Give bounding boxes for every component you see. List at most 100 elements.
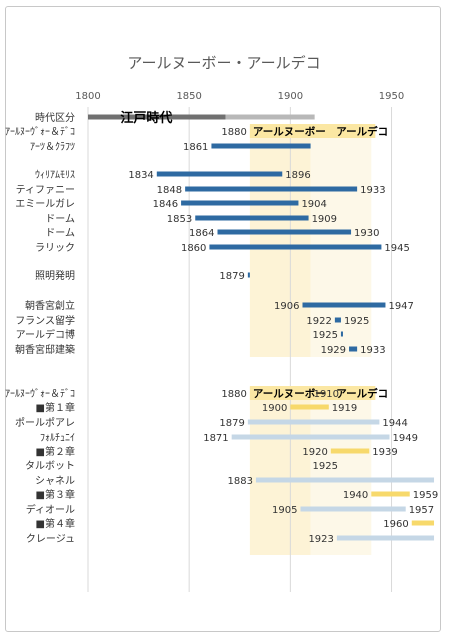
start-label-7: 1864 (189, 228, 214, 239)
start-label-18: 1920 (302, 447, 327, 458)
bar-11-0 (334, 317, 341, 323)
tick-label-1850: 1850 (176, 91, 201, 102)
start-label-20: 1883 (227, 476, 252, 487)
tick-label-1900: 1900 (278, 91, 303, 102)
start-label-3: 1834 (128, 170, 153, 181)
row-label-3: ｳｨﾘｱﾑﾓﾘｽ (35, 169, 75, 181)
bar-5-0 (181, 200, 299, 206)
era-band-2 (249, 387, 311, 555)
start-label-2: 1861 (183, 142, 208, 153)
bar-24-0 (336, 535, 435, 541)
start-label-19: 1925 (312, 461, 337, 472)
row-label-17: ﾌｫﾙﾁｭﾆｲ (40, 433, 75, 444)
era-band-3 (310, 387, 372, 555)
bar-9-0 (247, 272, 250, 278)
bar-13-0 (349, 346, 358, 352)
start-label-12: 1925 (312, 330, 337, 341)
bar-0-0 (88, 114, 226, 120)
row-label-6: ドーム (45, 213, 75, 225)
bar-17-0 (231, 434, 390, 440)
end-label-11: 1925 (344, 316, 369, 327)
row-label-18: ■第２章 (36, 445, 75, 458)
row-label-11: フランス留学 (15, 314, 75, 327)
bar-18-0 (330, 448, 370, 454)
bar-12-0 (340, 331, 343, 337)
end-label-22: 1957 (409, 505, 434, 516)
start-label-10: 1906 (274, 301, 299, 312)
end-label-14: 1910 (314, 389, 339, 400)
era-band-0 (249, 126, 311, 357)
row-label-4: ティファニー (16, 185, 75, 196)
end-label-5: 1904 (301, 199, 326, 210)
start-label-21: 1940 (343, 490, 368, 501)
bar-3-0 (156, 171, 283, 177)
start-label-16: 1879 (219, 418, 244, 429)
bar-16-0 (247, 419, 380, 425)
end-label-4: 1933 (360, 185, 385, 196)
start-label-9: 1879 (219, 271, 244, 282)
bar-inner-label-0: 江戸時代 (120, 110, 172, 126)
row-label-15: ■第１章 (36, 401, 75, 414)
row-label-9: 照明発明 (35, 269, 75, 282)
start-label-1: 1880 (221, 127, 246, 138)
era-banner-bg-1 (249, 124, 376, 138)
tick-label-1950: 1950 (379, 91, 404, 102)
start-label-15: 1900 (262, 403, 287, 414)
end-label-8: 1945 (384, 243, 409, 254)
row-label-1: ｱｰﾙﾇｰｳﾞｫｰ＆ﾃﾞｺ (5, 126, 75, 138)
row-label-22: ディオール (26, 503, 75, 516)
chart-title: アールヌーボー・アールデコ (127, 54, 320, 72)
era-banner-bg-14 (249, 386, 376, 400)
bar-6-0 (195, 215, 309, 221)
row-label-0: 時代区分 (35, 112, 75, 124)
end-label-3: 1896 (285, 170, 310, 181)
row-label-10: 朝香宮創立 (25, 299, 75, 312)
end-label-6: 1909 (312, 214, 337, 225)
row-label-20: シャネル (35, 475, 75, 487)
era-banner-text-1: アールヌーボー アールデコ (253, 125, 388, 138)
end-label-15: 1919 (332, 403, 357, 414)
end-label-17: 1949 (393, 433, 418, 444)
row-label-7: ドーム (45, 227, 75, 239)
bar-20-0 (255, 477, 435, 483)
bar-10-0 (302, 302, 386, 308)
row-label-21: ■第３章 (36, 488, 75, 501)
start-label-13: 1929 (321, 345, 346, 356)
bar-7-0 (217, 229, 352, 235)
bar-0-1 (225, 114, 315, 120)
start-label-22: 1905 (272, 505, 297, 516)
start-label-5: 1846 (153, 199, 178, 210)
row-label-2: ｱｰﾂ＆ｸﾗﾌﾂ (30, 141, 75, 153)
start-label-11: 1922 (306, 316, 331, 327)
row-label-5: エミールガレ (15, 198, 75, 210)
end-label-16: 1944 (382, 418, 407, 429)
row-label-19: タルボット (25, 460, 75, 472)
bar-21-0 (371, 491, 410, 497)
era-banner-text-14: アールヌーボー アールデコ (253, 387, 388, 400)
bar-15-0 (290, 404, 329, 410)
start-label-14: 1880 (221, 389, 246, 400)
row-label-23: ■第４章 (36, 517, 75, 530)
start-label-6: 1853 (167, 214, 192, 225)
start-label-23: 1960 (383, 519, 408, 530)
start-label-24: 1923 (308, 534, 333, 545)
start-label-4: 1848 (157, 185, 182, 196)
row-label-13: 朝香宮邸建築 (15, 343, 75, 356)
end-label-13: 1933 (360, 345, 385, 356)
start-label-17: 1871 (203, 433, 228, 444)
bar-22-0 (300, 506, 406, 512)
end-label-7: 1930 (354, 228, 379, 239)
end-label-18: 1939 (372, 447, 397, 458)
start-label-8: 1860 (181, 243, 206, 254)
row-label-16: ポールポアレ (15, 417, 75, 429)
bar-4-0 (185, 186, 358, 192)
row-label-12: アールデコ博 (16, 328, 75, 341)
end-label-21: 1959 (413, 490, 438, 501)
row-label-14: ｱｰﾙﾇｰｳﾞｫｰ＆ﾃﾞｺ (5, 388, 75, 400)
bar-8-0 (209, 244, 382, 250)
bar-23-0 (411, 520, 435, 526)
row-label-24: クレージュ (26, 533, 75, 545)
bar-2-0 (211, 143, 311, 149)
end-label-10: 1947 (388, 301, 413, 312)
